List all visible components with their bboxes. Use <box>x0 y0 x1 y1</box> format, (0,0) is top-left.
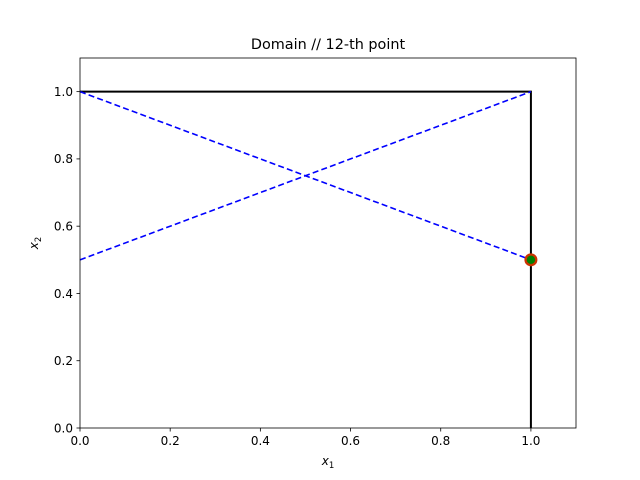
y-tick-label: 0.4 <box>54 287 73 301</box>
series-line-1 <box>80 90 532 428</box>
y-tick-label: 0.0 <box>54 421 73 435</box>
x-tick-label: 0.2 <box>161 434 180 448</box>
series-line-3 <box>79 90 532 261</box>
x-axis-label-sub: 1 <box>329 461 334 471</box>
y-tick-label: 0.2 <box>54 354 73 368</box>
y-axis-label: x2 <box>27 237 44 251</box>
series-layer <box>79 90 532 428</box>
x-tick-label: 1.0 <box>521 434 540 448</box>
data-point-2 <box>526 255 536 265</box>
x-tick-label: 0.4 <box>251 434 270 448</box>
y-tick-label: 0.6 <box>54 219 73 233</box>
y-axis-ticks: 0.0 0.2 0.4 0.6 0.8 1.0 <box>54 85 80 435</box>
y-tick-label: 1.0 <box>54 85 73 99</box>
x-axis-ticks: 0.0 0.2 0.4 0.6 0.8 1.0 <box>70 428 540 448</box>
y-tick-label: 0.8 <box>54 152 73 166</box>
x-axis-label-base: x <box>321 454 330 468</box>
plot-frame <box>79 57 577 429</box>
chart-title: Domain // 12-th point <box>251 37 406 53</box>
x-axis-label: x1 <box>321 454 335 471</box>
y-axis-label-base: x <box>27 241 41 250</box>
x-tick-label: 0.0 <box>70 434 89 448</box>
y-axis-label-sub: 2 <box>34 237 44 242</box>
x-tick-label: 0.6 <box>341 434 360 448</box>
marker-layer <box>524 253 538 267</box>
x-tick-label: 0.8 <box>431 434 450 448</box>
y-axis-label-group: x2 <box>27 237 44 251</box>
